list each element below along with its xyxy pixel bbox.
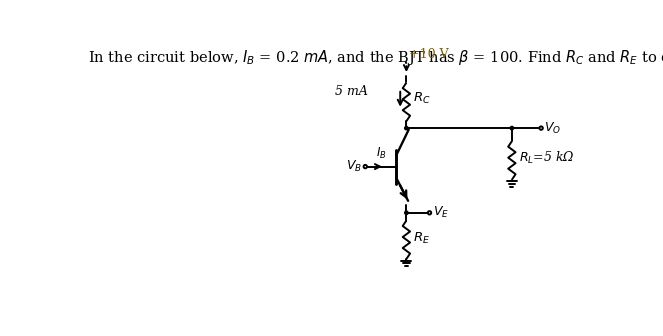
Text: In the circuit below, $I_B$ = 0.2 $mA$, and the BJT has $\beta$ = 100. Find $R_C: In the circuit below, $I_B$ = 0.2 $mA$, …: [88, 48, 663, 67]
Circle shape: [404, 211, 408, 214]
Text: $V_B$: $V_B$: [346, 159, 362, 174]
Text: $R_E$: $R_E$: [413, 230, 430, 246]
Text: $V_E$: $V_E$: [432, 205, 449, 220]
Text: $I_B$: $I_B$: [376, 146, 387, 161]
Text: +10 V: +10 V: [410, 48, 449, 61]
Text: 5 mA: 5 mA: [335, 85, 368, 98]
Circle shape: [511, 126, 514, 130]
Circle shape: [404, 126, 408, 130]
Text: $R_L$=5 kΩ: $R_L$=5 kΩ: [519, 150, 575, 166]
Text: $V_O$: $V_O$: [544, 121, 562, 136]
Text: $R_C$: $R_C$: [413, 90, 431, 106]
